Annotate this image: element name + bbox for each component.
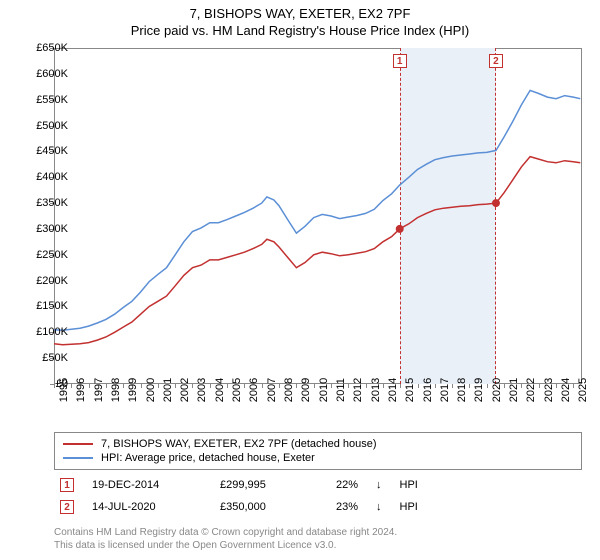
x-tick-label: 2011 bbox=[335, 378, 347, 402]
annotation-suffix: HPI bbox=[400, 501, 418, 513]
footer-attribution: Contains HM Land Registry data © Crown c… bbox=[54, 526, 582, 552]
x-tick-label: 2014 bbox=[387, 378, 399, 402]
y-tick-label: £650K bbox=[36, 42, 68, 54]
legend-item-price-paid: 7, BISHOPS WAY, EXETER, EX2 7PF (detache… bbox=[63, 437, 573, 451]
sale-dot bbox=[396, 225, 404, 233]
sale-marker-2: 2 bbox=[489, 54, 503, 68]
y-tick-label: £350K bbox=[36, 197, 68, 209]
sale-marker-1: 1 bbox=[393, 54, 407, 68]
legend-swatch bbox=[63, 443, 93, 445]
title-block: 7, BISHOPS WAY, EXETER, EX2 7PF Price pa… bbox=[0, 0, 600, 42]
x-tick-label: 2025 bbox=[577, 378, 589, 402]
x-tick-label: 2023 bbox=[543, 378, 555, 402]
legend-label: HPI: Average price, detached house, Exet… bbox=[101, 452, 315, 464]
x-tick-label: 2018 bbox=[456, 378, 468, 402]
series-hpi bbox=[54, 90, 580, 330]
y-tick-label: £100K bbox=[36, 326, 68, 338]
legend-item-hpi: HPI: Average price, detached house, Exet… bbox=[63, 451, 573, 465]
plot-area: 1 2 bbox=[54, 48, 582, 384]
x-tick-label: 2008 bbox=[283, 378, 295, 402]
x-tick-label: 2003 bbox=[196, 378, 208, 402]
annotation-pct: 23% bbox=[318, 501, 358, 513]
x-tick-label: 2019 bbox=[473, 378, 485, 402]
title-address: 7, BISHOPS WAY, EXETER, EX2 7PF bbox=[0, 6, 600, 21]
x-tick-label: 2016 bbox=[422, 378, 434, 402]
x-tick-label: 2020 bbox=[491, 378, 503, 402]
x-tick-label: 2010 bbox=[318, 378, 330, 402]
chart-container: 7, BISHOPS WAY, EXETER, EX2 7PF Price pa… bbox=[0, 0, 600, 560]
annotation-date: 19-DEC-2014 bbox=[92, 479, 202, 491]
x-tick-label: 2004 bbox=[214, 378, 226, 402]
y-tick-label: £400K bbox=[36, 171, 68, 183]
down-arrow-icon: ↓ bbox=[376, 479, 382, 491]
footer-line-1: Contains HM Land Registry data © Crown c… bbox=[54, 526, 582, 539]
y-tick-label: £600K bbox=[36, 68, 68, 80]
y-tick-label: £300K bbox=[36, 223, 68, 235]
y-tick-label: £500K bbox=[36, 120, 68, 132]
annotation-marker: 2 bbox=[60, 500, 74, 514]
x-tick-label: 2013 bbox=[370, 378, 382, 402]
x-tick-label: 2017 bbox=[439, 378, 451, 402]
x-tick-label: 2000 bbox=[145, 378, 157, 402]
x-tick-label: 2007 bbox=[266, 378, 278, 402]
x-tick-label: 1997 bbox=[93, 378, 105, 402]
x-tick-label: 2006 bbox=[248, 378, 260, 402]
annotation-price: £350,000 bbox=[220, 501, 300, 513]
y-tick-label: £250K bbox=[36, 249, 68, 261]
x-tick-label: 2024 bbox=[560, 378, 572, 402]
x-tick-label: 1999 bbox=[127, 378, 139, 402]
footer-line-2: This data is licensed under the Open Gov… bbox=[54, 539, 582, 552]
annotation-price: £299,995 bbox=[220, 479, 300, 491]
annotation-date: 14-JUL-2020 bbox=[92, 501, 202, 513]
x-tick-label: 2005 bbox=[231, 378, 243, 402]
y-tick-label: £150K bbox=[36, 300, 68, 312]
annotation-pct: 22% bbox=[318, 479, 358, 491]
x-tick-label: 2002 bbox=[179, 378, 191, 402]
sale-dot bbox=[492, 199, 500, 207]
annotation-suffix: HPI bbox=[400, 479, 418, 491]
x-tick-label: 2012 bbox=[352, 378, 364, 402]
series-price_paid bbox=[54, 157, 580, 345]
annotation-marker: 1 bbox=[60, 478, 74, 492]
x-tick-label: 2022 bbox=[525, 378, 537, 402]
y-tick-label: £200K bbox=[36, 275, 68, 287]
x-tick-label: 2001 bbox=[162, 378, 174, 402]
x-tick-label: 2009 bbox=[300, 378, 312, 402]
y-tick-label: £50K bbox=[42, 352, 68, 364]
y-tick-label: £550K bbox=[36, 94, 68, 106]
legend-swatch bbox=[63, 457, 93, 459]
annotation-row: 2 14-JUL-2020 £350,000 23% ↓ HPI bbox=[54, 496, 582, 518]
legend-label: 7, BISHOPS WAY, EXETER, EX2 7PF (detache… bbox=[101, 438, 377, 450]
legend: 7, BISHOPS WAY, EXETER, EX2 7PF (detache… bbox=[54, 432, 582, 470]
x-tick-label: 2015 bbox=[404, 378, 416, 402]
y-tick-label: £450K bbox=[36, 145, 68, 157]
title-subtitle: Price paid vs. HM Land Registry's House … bbox=[0, 23, 600, 38]
chart-svg bbox=[54, 48, 582, 384]
x-tick-label: 1995 bbox=[58, 378, 70, 402]
x-tick-label: 2021 bbox=[508, 378, 520, 402]
x-tick-label: 1998 bbox=[110, 378, 122, 402]
annotation-row: 1 19-DEC-2014 £299,995 22% ↓ HPI bbox=[54, 474, 582, 496]
x-tick-label: 1996 bbox=[75, 378, 87, 402]
sale-annotations: 1 19-DEC-2014 £299,995 22% ↓ HPI 2 14-JU… bbox=[54, 474, 582, 518]
down-arrow-icon: ↓ bbox=[376, 501, 382, 513]
